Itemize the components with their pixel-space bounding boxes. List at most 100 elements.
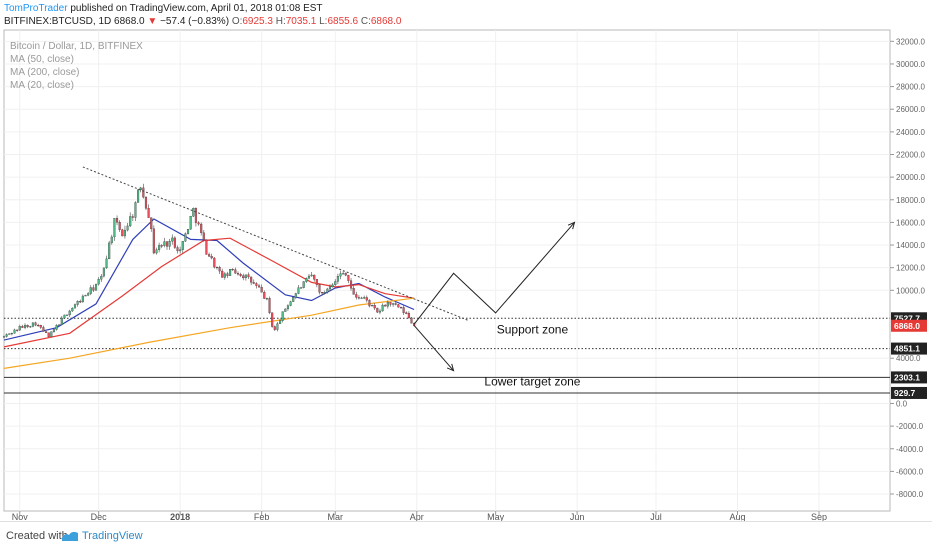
x-tick-label: Dec: [91, 512, 108, 521]
legend-ma50: MA (50, close): [10, 54, 74, 65]
tradingview-link[interactable]: TradingView: [82, 530, 143, 542]
projection-down-arrow-head: [446, 363, 455, 372]
candle-body: [126, 225, 129, 231]
projection-up-arrow-head: [567, 221, 576, 230]
x-tick-label: Feb: [254, 512, 270, 521]
candle-body: [265, 298, 268, 300]
candle-body: [231, 269, 234, 271]
candle-body: [292, 297, 295, 302]
y-tick-label: 28000.0: [896, 83, 925, 92]
candle-body: [52, 329, 56, 332]
candle-body: [200, 223, 203, 233]
candle-body: [334, 281, 337, 286]
y-tick-label: 12000.0: [896, 264, 925, 273]
candle-body: [73, 304, 77, 309]
candle-body: [34, 322, 37, 326]
candle-body: [321, 292, 324, 294]
candle-body: [255, 283, 258, 286]
candle-body: [68, 310, 71, 316]
low-label: L:: [319, 16, 328, 27]
candle-body: [378, 310, 382, 313]
last-price-tag: [891, 319, 927, 332]
candle-body: [26, 324, 29, 328]
candle-body: [305, 278, 308, 282]
candle-body: [389, 302, 392, 305]
candle-body: [215, 266, 219, 269]
candle-body: [158, 245, 161, 250]
ma-line: [3, 237, 415, 348]
ma-line: [3, 218, 415, 341]
published-text: published on TradingView.com, April 01, …: [70, 3, 323, 14]
candle-body: [402, 307, 405, 313]
high-value: 7035.1: [285, 16, 317, 27]
candle-body: [84, 295, 87, 297]
candle-body: [139, 187, 142, 191]
candle-body: [310, 274, 313, 277]
close-label: C:: [360, 16, 371, 27]
x-tick-label: 2018: [170, 512, 190, 521]
candle-body: [181, 241, 184, 250]
candle-body: [381, 304, 384, 312]
candle-body: [376, 307, 379, 313]
candle-body: [144, 197, 148, 209]
candle-body: [42, 327, 45, 332]
candle-body: [47, 332, 50, 337]
candle-body: [239, 274, 242, 276]
candle-body: [94, 283, 98, 291]
candle-body: [244, 274, 247, 279]
candle-body: [147, 208, 150, 218]
price-chart[interactable]: 32000.0 30000.0 28000.0 26000.0 24000.0 22000…: [0, 0, 932, 521]
y-tick-label: 14000.0: [896, 241, 925, 250]
candle-body: [60, 317, 63, 325]
candle-body: [260, 287, 263, 293]
candle-body: [131, 216, 134, 218]
y-tick-label: -8000.0: [896, 490, 924, 499]
candle-body: [121, 229, 124, 237]
x-tick-label: May: [487, 512, 505, 521]
plot-area[interactable]: [3, 29, 891, 512]
chart-annotation: Support zone: [497, 322, 569, 336]
candle-body: [105, 258, 108, 269]
y-tick-label: 18000.0: [896, 196, 925, 205]
candle-body: [300, 287, 303, 289]
candle-body: [197, 222, 200, 225]
candle-body: [342, 273, 345, 275]
projection-down-arrow: [413, 325, 454, 372]
candle-body: [373, 305, 376, 309]
candle-body: [160, 245, 163, 247]
candle-body: [384, 304, 387, 307]
candle-body: [399, 307, 403, 309]
candle-body: [110, 236, 113, 244]
candle-body: [92, 287, 95, 291]
candle-body: [134, 202, 137, 218]
x-tick-label: Jun: [570, 512, 585, 521]
candle-body: [281, 311, 284, 321]
candle-body: [55, 325, 58, 330]
x-tick-label: Jul: [650, 512, 662, 521]
candle-body: [179, 249, 182, 252]
candle-body: [386, 302, 389, 307]
candle-body: [223, 273, 226, 278]
y-tick-label: 30000.0: [896, 60, 925, 69]
candle-body: [50, 331, 53, 337]
legend-ma200: MA (200, close): [10, 67, 79, 78]
footer-divider: [0, 521, 932, 522]
author-link[interactable]: TomProTrader: [4, 3, 68, 14]
candle-body: [210, 256, 213, 259]
candle-body: [165, 241, 169, 247]
candle-body: [263, 292, 266, 299]
candle-body: [360, 297, 363, 299]
candle-body: [323, 292, 326, 294]
x-tick-label: Nov: [12, 512, 29, 521]
candle-body: [352, 288, 355, 295]
y-tick-label: -2000.0: [896, 422, 924, 431]
candle-body: [242, 275, 245, 279]
candle-body: [208, 254, 211, 257]
legend-ma20: MA (20, close): [10, 80, 74, 91]
close-value: 6868.0: [370, 16, 402, 27]
down-arrow-icon: ▼: [147, 16, 158, 27]
high-label: H:: [275, 16, 286, 27]
candle-body: [410, 317, 413, 324]
last-price-tag-label: 6868.0: [894, 321, 920, 331]
candle-body: [171, 237, 174, 242]
